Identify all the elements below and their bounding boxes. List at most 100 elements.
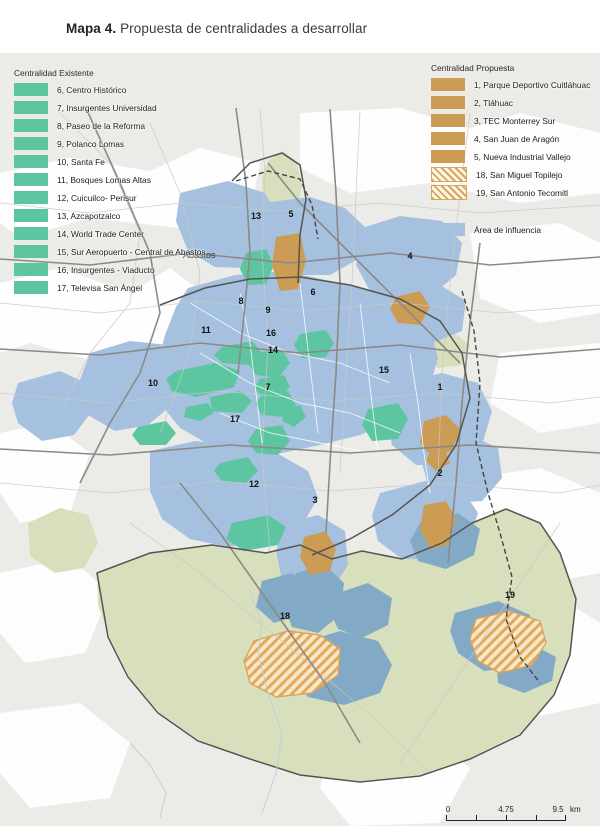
scale-tick [446,815,448,821]
legend-label: 7, Insurgentes Universidad [57,102,157,113]
legend-label: 19, San Antonio Tecomitl [476,187,569,198]
legend-label: 13, Azcapotzalco [57,210,121,221]
map-site-18[interactable]: 18 [279,611,291,621]
map-site-14[interactable]: 14 [267,345,279,355]
legend-label: 12, Cuicuilco- Perisur [57,192,137,203]
swatch-green-icon [14,101,48,114]
legend-label: 5, Nueva Industrial Vallejo [474,151,571,162]
legend-item-proposed-3[interactable]: 3, TEC Monterrey Sur [431,112,590,129]
legend-label: 9, Polanco Lomas [57,138,125,149]
legend-proposed-centralities: Centralidad Propuesta 1, Parque Deportiv… [431,63,590,202]
map-site-16[interactable]: 16 [265,328,277,338]
swatch-blue-icon [431,223,465,236]
swatch-tan-icon [431,78,465,91]
swatch-green-icon [14,119,48,132]
map-site-12[interactable]: 12 [248,479,260,489]
legend-label: 15, Sur Aeropuerto - Central de Abastos [57,246,206,257]
legend-item-existing-6[interactable]: 6, Centro Histórico [14,81,206,98]
legend-item-existing-7[interactable]: 7, Insurgentes Universidad [14,99,206,116]
legend-item-existing-13[interactable]: 13, Azcapotzalco [14,207,206,224]
legend-label: 11, Bosques Lomas Altas [57,174,151,185]
map-site-2[interactable]: 2 [437,468,443,478]
map-site-6[interactable]: 6 [310,287,316,297]
map-site-7[interactable]: 7 [265,382,271,392]
legend-label: 16, Insurgentes - Viaducto [57,264,155,275]
scale-tick [565,815,567,821]
map-site-1[interactable]: 1 [437,382,443,392]
swatch-tan-icon [431,96,465,109]
legend-label: 3, TEC Monterrey Sur [474,115,556,126]
legend-existing-centralities: Centralidad Existente 6, Centro Históric… [14,68,206,297]
swatch-green-icon [14,83,48,96]
map-site-9[interactable]: 9 [265,305,271,315]
legend-item-proposed-4[interactable]: 4, San Juan de Aragón [431,130,590,147]
scale-label-0: 0 [445,805,451,814]
swatch-green-icon [14,281,48,294]
page-title: Mapa 4. Propuesta de centralidades a des… [66,21,367,36]
legend-label: Área de influencia [474,224,542,235]
scale-bar: 0 4.75 9.5 km [445,805,581,832]
legend-label: 1, Parque Deportivo Cuitláhuac [474,79,591,90]
swatch-tan-icon [431,114,465,127]
scale-label-max: 9.5 [552,805,564,814]
map-site-3[interactable]: 3 [312,495,318,505]
swatch-green-icon [14,137,48,150]
map-site-4[interactable]: 4 [407,251,413,261]
swatch-green-icon [14,209,48,222]
legend-item-existing-11[interactable]: 11, Bosques Lomas Altas [14,171,206,188]
map-site-15[interactable]: 15 [378,365,390,375]
page-title-prefix: Mapa 4. [66,21,117,36]
swatch-green-icon [14,155,48,168]
page-title-rest: Propuesta de centralidades a desarrollar [116,21,368,36]
scale-tick [536,815,538,821]
map-graphic [0,53,600,826]
map-site-17[interactable]: 17 [229,414,241,424]
legend-label: 10, Santa Fe [57,156,105,167]
legend-item-existing-16[interactable]: 16, Insurgentes - Viaducto [14,261,206,278]
scale-unit-label: km [570,805,581,814]
map-site-19[interactable]: 19 [504,590,516,600]
swatch-hatched-icon [431,185,467,200]
map-site-13[interactable]: 13 [250,211,262,221]
legend-label: 4, San Juan de Aragón [474,133,560,144]
swatch-green-icon [14,191,48,204]
swatch-tan-icon [431,150,465,163]
legend-item-existing-9[interactable]: 9, Polanco Lomas [14,135,206,152]
legend-item-influence[interactable]: Área de influencia [431,221,541,238]
legend-label: 8, Paseo de la Reforma [57,120,145,131]
legend-label: 14, World Trade Center [57,228,144,239]
swatch-green-icon [14,227,48,240]
legend-label: 2, Tláhuac [474,97,513,108]
map-site-8[interactable]: 8 [238,296,244,306]
swatch-green-icon [14,263,48,276]
scale-tick [506,815,508,821]
legend-item-proposed-2[interactable]: 2, Tláhuac [431,94,590,111]
swatch-tan-icon [431,132,465,145]
legend-existing-heading: Centralidad Existente [14,68,94,78]
legend-item-existing-17[interactable]: 17, Televisa San Ángel [14,279,206,296]
legend-item-proposed-18[interactable]: 18, San Miguel Topilejo [431,166,590,183]
map-canvas[interactable]: Abastos 13 5 4 6 8 9 11 16 14 10 15 1 7 … [0,53,600,826]
legend-item-existing-14[interactable]: 14, World Trade Center [14,225,206,242]
swatch-hatched-icon [431,167,467,182]
legend-item-existing-10[interactable]: 10, Santa Fe [14,153,206,170]
legend-item-existing-8[interactable]: 8, Paseo de la Reforma [14,117,206,134]
swatch-green-icon [14,245,48,258]
map-site-11[interactable]: 11 [201,325,211,335]
legend-label: 6, Centro Histórico [57,84,127,95]
place-label-abastos: Abastos [183,250,216,260]
legend-item-proposed-1[interactable]: 1, Parque Deportivo Cuitláhuac [431,76,590,93]
swatch-green-icon [14,173,48,186]
map-site-5[interactable]: 5 [288,209,294,219]
map-site-10[interactable]: 10 [147,378,159,388]
scale-tick [476,815,478,821]
legend-item-existing-12[interactable]: 12, Cuicuilco- Perisur [14,189,206,206]
legend-item-existing-15[interactable]: 15, Sur Aeropuerto - Central de Abastos [14,243,206,260]
title-bar: Mapa 4. Propuesta de centralidades a des… [0,0,600,53]
legend-influence-area: Área de influencia [431,221,541,239]
legend-item-proposed-19[interactable]: 19, San Antonio Tecomitl [431,184,590,201]
scale-label-mid: 4.75 [498,805,514,814]
legend-item-proposed-5[interactable]: 5, Nueva Industrial Vallejo [431,148,590,165]
legend-label: 18, San Miguel Topilejo [476,169,563,180]
